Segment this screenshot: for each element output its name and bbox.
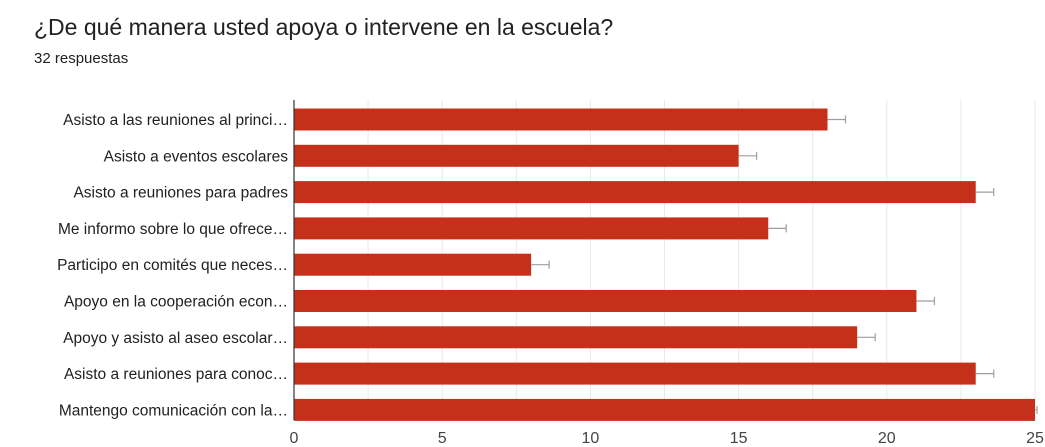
bar [294,362,976,385]
x-tick-label: 10 [582,430,600,447]
category-label: Me informo sobre lo que ofrece… [58,221,288,238]
chart-title: ¿De qué manera usted apoya o intervene e… [34,14,614,40]
x-tick-label: 20 [878,430,896,447]
category-label: Apoyo en la cooperación econ… [64,294,288,311]
x-tick-label: 5 [438,430,447,447]
response-count: 32 respuestas [34,50,129,67]
category-label: Asisto a eventos escolares [104,148,289,165]
bar [294,253,532,276]
x-tick-labels: 0 5 10 15 20 25 [290,430,1044,447]
category-label: Asisto a reuniones para padres [73,185,288,202]
category-label: Participo en comités que neces… [57,257,288,274]
bars [294,108,1038,421]
category-label: Mantengo comunicación con la… [59,402,288,419]
bar [294,398,1035,421]
bar [294,326,858,349]
category-label: Apoyo y asisto al aseo escolar… [63,330,288,347]
x-tick-label: 15 [730,430,748,447]
bar [294,144,739,167]
bar [294,217,769,240]
x-tick-label: 0 [290,430,299,447]
bar [294,181,976,204]
bar [294,290,917,312]
bar [294,108,828,131]
category-label: Asisto a las reuniones al princi… [63,112,288,129]
category-labels: Asisto a las reuniones al princi… Asisto … [57,112,288,419]
category-label: Asisto a reuniones para conoc… [64,366,288,383]
x-tick-label: 25 [1026,430,1044,447]
